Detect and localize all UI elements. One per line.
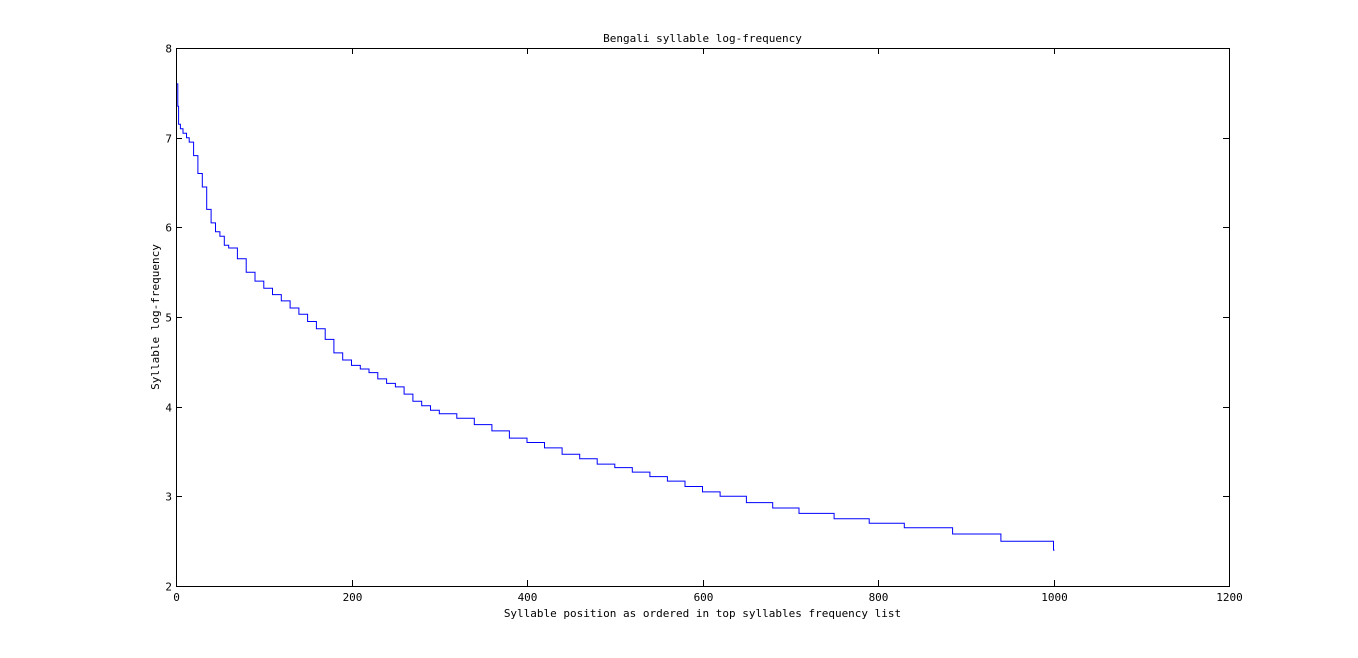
y-tick-label: 7 <box>165 133 172 146</box>
plot-area <box>176 48 1230 587</box>
tick-labels-layer: 0 200 400 600 800 1000 1200 2 3 4 5 6 7 8 <box>165 43 1242 605</box>
y-tick-label: 2 <box>165 581 172 594</box>
x-tick-label: 800 <box>869 591 889 604</box>
x-tick-label: 1000 <box>1041 591 1068 604</box>
ticks-layer <box>176 48 1230 587</box>
y-tick-label: 3 <box>165 491 172 504</box>
x-tick-label: 1200 <box>1216 591 1243 604</box>
x-axis-title: Syllable position as ordered in top syll… <box>504 607 901 620</box>
x-tick-label: 600 <box>694 591 714 604</box>
y-tick-label: 5 <box>165 312 172 325</box>
x-tick-label: 400 <box>518 591 538 604</box>
chart-title: Bengali syllable log-frequency <box>603 32 802 45</box>
y-tick-label: 8 <box>165 43 172 56</box>
y-tick-label: 6 <box>165 222 172 235</box>
y-axis-title: Syllable log-frequency <box>149 244 162 390</box>
x-tick-label: 0 <box>173 591 180 604</box>
x-tick-label: 200 <box>343 591 363 604</box>
y-tick-label: 4 <box>165 402 172 415</box>
series-line <box>176 83 1055 551</box>
